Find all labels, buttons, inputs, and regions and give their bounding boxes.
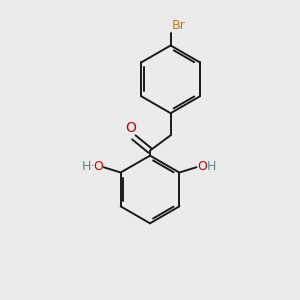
Text: ·H: ·H xyxy=(204,160,217,173)
Text: Br: Br xyxy=(172,19,186,32)
Text: O: O xyxy=(197,160,207,173)
Text: H·: H· xyxy=(82,160,95,173)
Text: O: O xyxy=(125,121,136,135)
Text: O: O xyxy=(93,160,103,173)
